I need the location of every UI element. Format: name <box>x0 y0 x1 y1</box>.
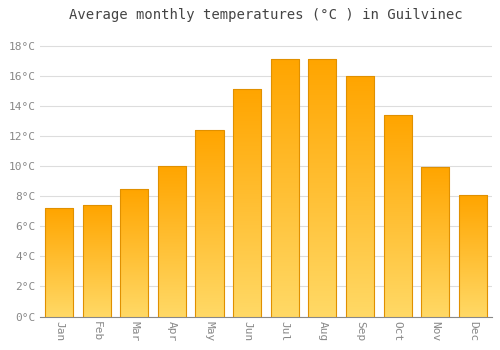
Bar <box>45 208 73 316</box>
Bar <box>82 205 110 316</box>
Bar <box>421 168 450 316</box>
Bar <box>270 59 299 316</box>
Bar <box>458 195 487 316</box>
Bar <box>346 76 374 316</box>
Bar <box>384 115 411 316</box>
Bar <box>120 189 148 316</box>
Bar <box>233 89 261 316</box>
Bar <box>158 166 186 316</box>
Bar <box>308 59 336 316</box>
Bar <box>196 130 224 316</box>
Title: Average monthly temperatures (°C ) in Guilvinec: Average monthly temperatures (°C ) in Gu… <box>69 8 462 22</box>
